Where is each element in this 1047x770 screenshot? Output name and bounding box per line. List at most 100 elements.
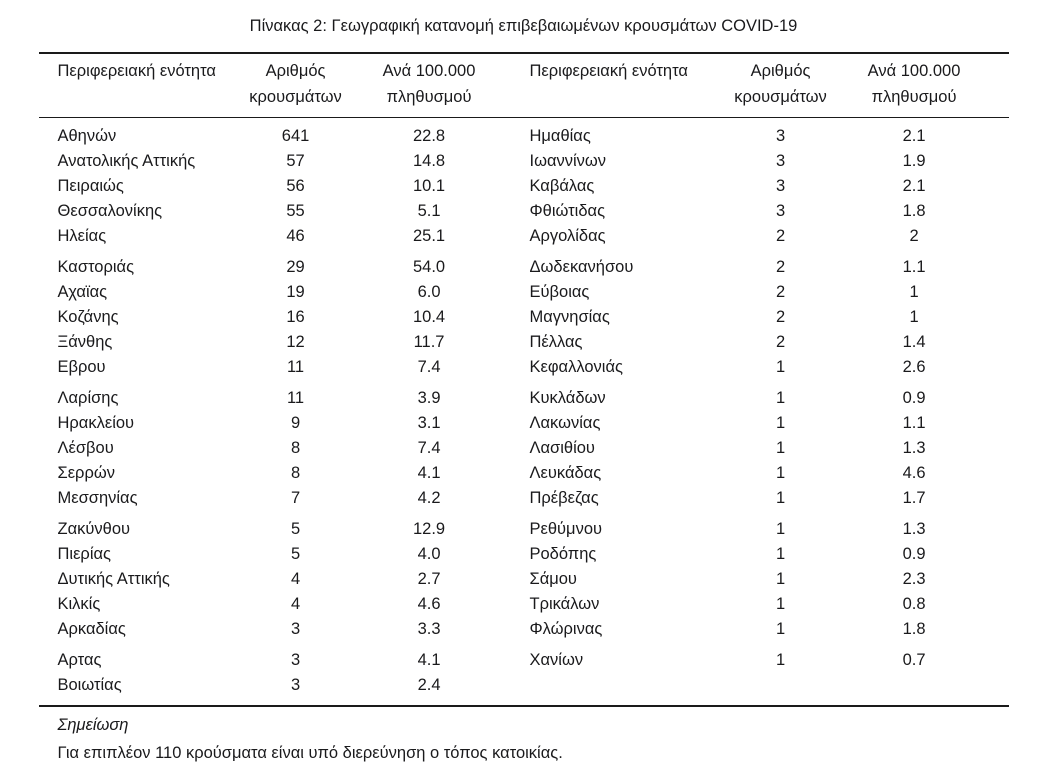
header-rate-right: Ανά 100.000 πληθυσμού: [867, 62, 961, 106]
note-label: Σημείωση: [57, 716, 129, 734]
rate-cell: 4.1: [417, 464, 441, 482]
cases-cell: 1: [775, 595, 786, 613]
cases-cell: 1: [775, 464, 786, 482]
table-row: Ιωαννίνων 3 1.9: [524, 149, 1009, 174]
rate-cell: 4.1: [417, 651, 441, 669]
region-cell: Δυτικής Αττικής: [57, 570, 170, 588]
cases-cell: 9: [290, 414, 301, 432]
region-cell: Τρικάλων: [529, 595, 600, 613]
table-row: Σερρών 8 4.1: [39, 461, 524, 486]
rate-cell: 2.1: [902, 127, 926, 145]
region-cell: Σερρών: [57, 464, 115, 482]
region-cell: Αρτας: [57, 651, 102, 669]
table-row: Πέλλας 2 1.4: [524, 330, 1009, 355]
cases-cell: 1: [775, 439, 786, 457]
cases-cell: 8: [290, 464, 301, 482]
table-row: Φλώρινας 1 1.8: [524, 617, 1009, 642]
table-row: Κοζάνης 16 10.4: [39, 305, 524, 330]
rate-cell: 11.7: [413, 333, 445, 351]
cases-cell: 19: [286, 283, 305, 301]
table-row: Πρέβεζας 1 1.7: [524, 486, 1009, 511]
cases-cell: 56: [286, 177, 305, 195]
header-region-right: Περιφερειακή ενότητα: [529, 62, 688, 80]
cases-cell: 2: [775, 308, 786, 326]
table-row: Ηλείας 46 25.1: [39, 224, 524, 249]
table-row: Κυκλάδων 1 0.9: [524, 386, 1009, 411]
rate-cell: 1.3: [902, 520, 926, 538]
region-cell: Πέλλας: [529, 333, 583, 351]
cases-cell: 55: [286, 202, 305, 220]
cases-cell: 641: [281, 127, 310, 145]
rate-cell: 3.9: [417, 389, 441, 407]
table-row: Τρικάλων 1 0.8: [524, 592, 1009, 617]
cases-cell: 57: [286, 152, 305, 170]
rate-cell: 5.1: [417, 202, 441, 220]
region-cell: Ρεθύμνου: [529, 520, 603, 538]
region-cell: Ανατολικής Αττικής: [57, 152, 196, 170]
covid-distribution-table: Περιφερειακή ενότητα Αριθμός κρουσμάτων …: [38, 52, 1009, 765]
region-cell: Ιωαννίνων: [529, 152, 607, 170]
cases-cell: 1: [775, 520, 786, 538]
cases-cell: 1: [775, 414, 786, 432]
region-cell: Καβάλας: [529, 177, 595, 195]
cases-cell: 3: [290, 620, 301, 638]
table-row: Αργολίδας 2 2: [524, 224, 1009, 249]
region-cell: Ξάνθης: [57, 333, 113, 351]
table-row: Πιερίας 5 4.0: [39, 542, 524, 567]
rate-cell: 0.9: [902, 389, 926, 407]
region-cell: Λακωνίας: [529, 414, 601, 432]
rate-cell: 6.0: [417, 283, 441, 301]
region-cell: Χανίων: [529, 651, 584, 669]
table-row: Λακωνίας 1 1.1: [524, 411, 1009, 436]
rate-cell: 0.8: [902, 595, 926, 613]
rate-cell: 4.6: [902, 464, 926, 482]
cases-cell: 3: [775, 152, 786, 170]
rate-cell: 2.3: [902, 570, 926, 588]
rate-cell: 1: [909, 283, 919, 301]
table-title: Πίνακας 2: Γεωγραφική κατανομή επιβεβαιω…: [249, 17, 798, 35]
rate-cell: 1.1: [902, 258, 926, 276]
cases-cell: 2: [775, 333, 786, 351]
rate-cell: 10.1: [412, 177, 446, 195]
note-text: Για επιπλέον 110 κρούσματα είναι υπό διε…: [57, 744, 563, 762]
table-row: Ρεθύμνου 1 1.3: [524, 517, 1009, 542]
table-header-left: Περιφερειακή ενότητα Αριθμός κρουσμάτων …: [39, 59, 524, 110]
region-cell: Ημαθίας: [529, 127, 591, 145]
table-row: Λέσβου 8 7.4: [39, 436, 524, 461]
table-row: Αχαϊας 19 6.0: [39, 280, 524, 305]
cases-cell: 2: [775, 283, 786, 301]
cases-cell: 3: [775, 177, 786, 195]
rate-cell: 1.4: [902, 333, 926, 351]
note-section: Σημείωση Για επιπλέον 110 κρούσματα είνα…: [38, 705, 1009, 765]
cases-cell: 1: [775, 358, 786, 376]
rate-cell: 3.3: [417, 620, 441, 638]
rate-cell: 2.1: [902, 177, 926, 195]
cases-cell: 1: [775, 651, 786, 669]
table-row: Θεσσαλονίκης 55 5.1: [39, 199, 524, 224]
region-cell: Αθηνών: [57, 127, 117, 145]
rate-cell: 2.6: [902, 358, 926, 376]
table-row: Πειραιώς 56 10.1: [39, 174, 524, 199]
region-cell: Θεσσαλονίκης: [57, 202, 163, 220]
cases-cell: 1: [775, 389, 786, 407]
header-region-left: Περιφερειακή ενότητα: [57, 62, 216, 80]
header-cases-left: Αριθμός κρουσμάτων: [249, 62, 342, 106]
header-cases-right: Αριθμός κρουσμάτων: [734, 62, 827, 106]
table-row: Ανατολικής Αττικής 57 14.8: [39, 149, 524, 174]
rate-cell: 22.8: [412, 127, 446, 145]
table-header-right: Περιφερειακή ενότητα Αριθμός κρουσμάτων …: [524, 59, 1009, 110]
cases-cell: 7: [290, 489, 301, 507]
rate-cell: 7.4: [417, 439, 441, 457]
region-cell: Βοιωτίας: [57, 676, 122, 694]
region-cell: Αρκαδίας: [57, 620, 126, 638]
table-row: Καστοριάς 29 54.0: [39, 255, 524, 280]
cases-cell: 29: [286, 258, 305, 276]
region-cell: Κυκλάδων: [529, 389, 606, 407]
region-cell: Λασιθίου: [529, 439, 595, 457]
table-body: Αθηνών 641 22.8 Ανατολικής Αττικής 57 14…: [39, 118, 1009, 705]
table-row: Καβάλας 3 2.1: [524, 174, 1009, 199]
rate-cell: 1: [909, 308, 919, 326]
rate-cell: 7.4: [417, 358, 441, 376]
rate-cell: 1.1: [902, 414, 926, 432]
